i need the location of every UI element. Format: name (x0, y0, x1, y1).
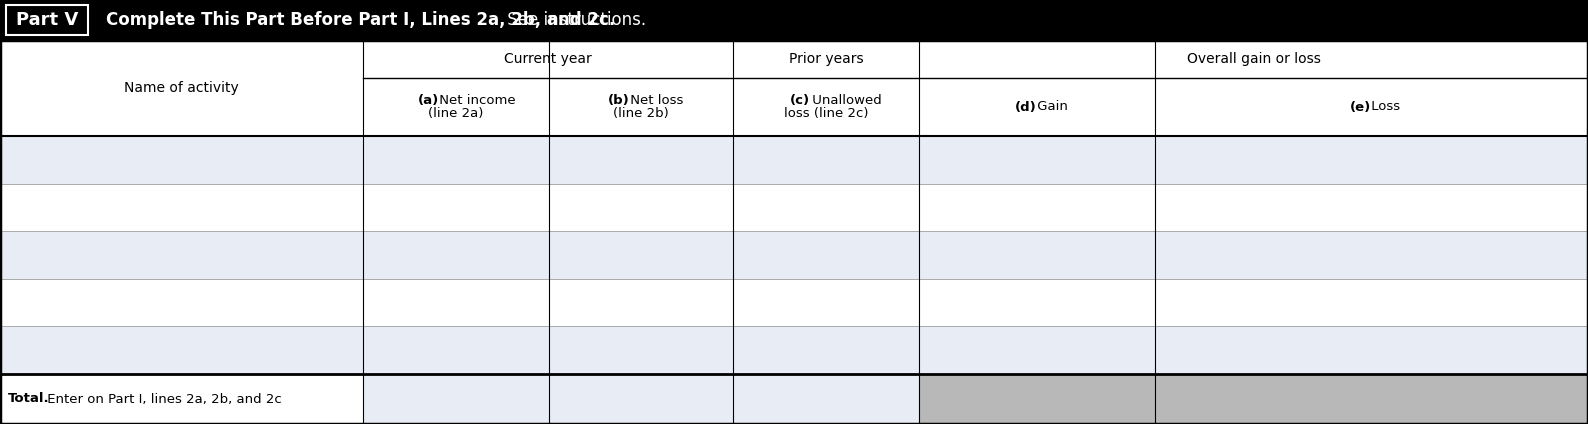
Text: Complete This Part Before Part I, Lines 2a, 2b, and 2c.: Complete This Part Before Part I, Lines … (106, 11, 615, 29)
Bar (0, 374, 364, 424)
Text: Net loss: Net loss (626, 94, 683, 107)
Text: (line 2b): (line 2b) (613, 107, 669, 120)
Text: (line 2a): (line 2a) (429, 107, 484, 120)
Text: Current year: Current year (503, 52, 592, 66)
Text: Unallowed: Unallowed (808, 94, 881, 107)
Bar (0, 231, 1588, 279)
Text: Loss: Loss (1367, 100, 1401, 114)
Bar (919, 374, 1588, 424)
Text: (b): (b) (608, 94, 630, 107)
Text: (d): (d) (1015, 100, 1037, 114)
Bar (0, 326, 1588, 374)
Bar (0, 136, 1588, 184)
Text: (e): (e) (1350, 100, 1370, 114)
Text: Net income: Net income (435, 94, 516, 107)
Text: Prior years: Prior years (789, 52, 864, 66)
Bar (0, 279, 1588, 326)
Text: Part V: Part V (16, 11, 78, 29)
Bar (6, 5, 87, 35)
Text: See instructions.: See instructions. (502, 11, 646, 29)
Text: Enter on Part I, lines 2a, 2b, and 2c: Enter on Part I, lines 2a, 2b, and 2c (43, 393, 283, 405)
Text: Gain: Gain (1032, 100, 1067, 114)
Bar (0, 40, 1588, 136)
Bar (0, 184, 1588, 231)
Text: Overall gain or loss: Overall gain or loss (1186, 52, 1321, 66)
Text: (a): (a) (418, 94, 438, 107)
Bar (364, 374, 919, 424)
Text: Name of activity: Name of activity (124, 81, 238, 95)
Text: (c): (c) (791, 94, 810, 107)
Bar (0, 0, 1588, 40)
Text: loss (line 2c): loss (line 2c) (784, 107, 869, 120)
Text: Total.: Total. (8, 393, 49, 405)
